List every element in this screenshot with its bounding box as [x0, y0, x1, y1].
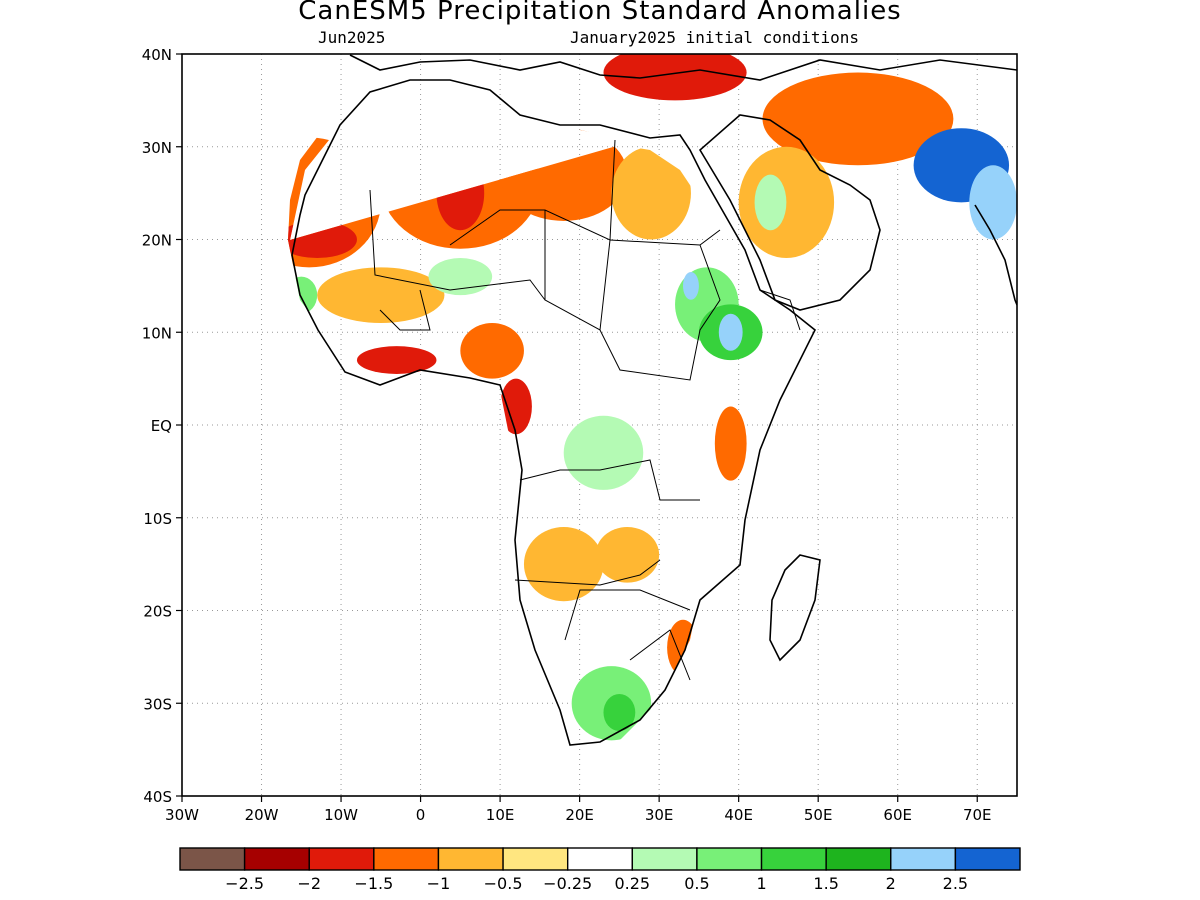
lat-tick-label: 10N: [142, 324, 172, 342]
colorbar-swatch: [437, 847, 504, 871]
lon-tick-label: 50E: [804, 806, 833, 824]
colorbar-label: 2.5: [943, 874, 968, 893]
anomaly-field: [288, 54, 1017, 741]
colorbar-swatch: [890, 847, 957, 871]
colorbar-label: 2: [886, 874, 896, 893]
anomaly-region-niger-red: [436, 156, 485, 231]
colorbar-label: −2: [297, 874, 321, 893]
lon-tick-label: 30W: [165, 806, 199, 824]
colorbar-label: −2.5: [225, 874, 264, 893]
madagascar-coastline: [769, 554, 821, 662]
africa-coastline: [291, 79, 817, 746]
country-borders: [369, 139, 801, 681]
anomaly-region-mauritania-red: [288, 220, 357, 259]
lon-tick-label: 0: [416, 806, 426, 824]
anomaly-region-guinea-green: [288, 276, 318, 314]
lon-tick-label: 20E: [565, 806, 594, 824]
india-coastline: [974, 204, 1017, 306]
lon-tick-label: 10W: [324, 806, 358, 824]
anomaly-region-zambia-light-orange: [595, 527, 660, 583]
lon-tick-label: 30E: [645, 806, 674, 824]
colorbar-label: 1: [756, 874, 766, 893]
lat-tick-label: 10S: [143, 510, 172, 528]
lat-tick-label: 40S: [143, 788, 172, 806]
anomaly-region-iran-orange: [762, 72, 954, 166]
colorbar: −2.5 −2 −1.5 −1 −0.5 −0.25 0.25 0.5 1 1.5 2 2.5: [179, 847, 1021, 893]
colorbar-swatch: [308, 847, 375, 871]
lat-tick-label: 20N: [142, 232, 172, 250]
lon-tick-label: 20W: [245, 806, 279, 824]
colorbar-swatch: [760, 847, 827, 871]
anomaly-region-sahel-green: [428, 258, 493, 296]
colorbar-label: 0.5: [684, 874, 709, 893]
anomaly-region-south-africa-dark-green: [603, 693, 636, 732]
anomaly-region-gabon-red: [500, 378, 532, 435]
valid-month: Jun2025: [318, 28, 386, 47]
anomaly-region-arabia-orange: [738, 146, 835, 259]
anomaly-region-arabia-green: [754, 174, 787, 231]
coastlines: [291, 54, 1017, 746]
lon-tick-label: 40E: [724, 806, 753, 824]
page-title: CanESM5 Precipitation Standard Anomalies: [298, 0, 902, 26]
anomaly-region-egypt-light-orange: [611, 146, 691, 240]
colorbar-swatch: [825, 847, 892, 871]
anomaly-region-angola-light-orange: [523, 527, 604, 602]
colorbar-label: −1: [427, 874, 451, 893]
lat-tick-label: 20S: [143, 603, 172, 621]
anomaly-region-algeria-red: [404, 100, 469, 138]
anomaly-region-mediterranean-red: [603, 54, 747, 101]
anomaly-region-ethiopia-light-blue: [718, 313, 743, 351]
colorbar-swatch: [696, 847, 763, 871]
colorbar-label: −0.25: [543, 874, 592, 893]
anomaly-region-libya-orange: [500, 128, 628, 221]
colorbar-swatch: [631, 847, 698, 871]
colorbar-swatch: [373, 847, 440, 871]
colorbar-swatch: [502, 847, 569, 871]
axis-ticks: 30W 20W 10W 0 10E 20E 30E 40E 50E 60E 70E 40N 30N 20N…: [142, 46, 992, 824]
anomaly-region-congo-green: [563, 415, 644, 490]
anomaly-region-mozambique-orange: [667, 619, 699, 676]
initial-conditions: January2025 initial conditions: [570, 28, 859, 47]
anomaly-region-west-coast-red: [356, 346, 437, 374]
colorbar-swatch: [179, 847, 246, 871]
lat-tick-label: 30N: [142, 139, 172, 157]
colorbar-swatch: [566, 847, 634, 871]
arabia-coastline: [698, 114, 881, 311]
lat-tick-label: 40N: [142, 46, 172, 64]
anomaly-region-sudan-light-blue: [683, 271, 699, 300]
europe-coastline: [349, 54, 1017, 81]
anomaly-region-kenya-orange: [714, 406, 747, 481]
colorbar-label: −1.5: [354, 874, 393, 893]
anomaly-region-india-light-blue: [969, 165, 1017, 240]
colorbar-label: 1.5: [813, 874, 838, 893]
lat-tick-label: 30S: [143, 695, 172, 713]
colorbar-swatch: [954, 847, 1021, 871]
colorbar-label: −0.5: [484, 874, 523, 893]
lon-tick-label: 70E: [963, 806, 992, 824]
colorbar-label: 0.25: [614, 874, 650, 893]
lon-tick-label: 60E: [883, 806, 912, 824]
lon-tick-label: 10E: [486, 806, 515, 824]
anomaly-region-nigeria-orange: [460, 322, 524, 379]
lat-tick-label: EQ: [151, 417, 172, 435]
colorbar-swatch: [243, 847, 310, 871]
anomaly-region-sahel-light-orange: [317, 267, 445, 323]
